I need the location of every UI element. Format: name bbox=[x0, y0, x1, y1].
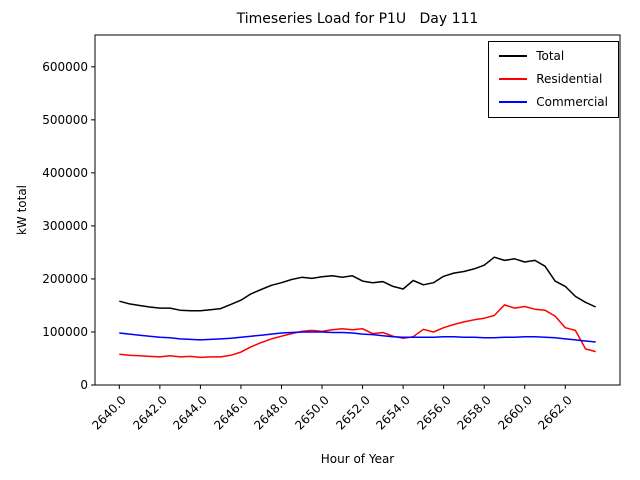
y-tick-label: 400000 bbox=[42, 165, 88, 180]
legend: Total Residential Commercial bbox=[488, 41, 619, 118]
y-tick-label: 0 bbox=[80, 378, 88, 392]
legend-line-total bbox=[499, 55, 528, 57]
legend-entry-total: Total bbox=[499, 49, 608, 63]
y-tick-label: 500000 bbox=[42, 112, 88, 127]
legend-line-commercial bbox=[499, 101, 528, 103]
y-tick-label: 100000 bbox=[42, 324, 88, 339]
axes-frame bbox=[94, 34, 621, 386]
legend-line-residential bbox=[499, 78, 528, 80]
series-line-commercial bbox=[119, 331, 596, 343]
legend-entry-residential: Residential bbox=[499, 72, 608, 86]
legend-label: Commercial bbox=[536, 95, 608, 109]
legend-label: Total bbox=[536, 49, 565, 63]
y-tick-label: 200000 bbox=[42, 271, 88, 286]
series-line-total bbox=[119, 256, 597, 312]
chart-title: Timeseries Load for P1U Day 111 bbox=[236, 11, 479, 27]
y-tick-label: 300000 bbox=[42, 218, 88, 233]
y-tick-label: 600000 bbox=[42, 59, 88, 74]
legend-label: Residential bbox=[536, 72, 603, 86]
legend-entry-commercial: Commercial bbox=[499, 95, 608, 109]
x-axis-label: Hour of Year bbox=[320, 452, 395, 466]
series-line-residential bbox=[119, 304, 596, 359]
